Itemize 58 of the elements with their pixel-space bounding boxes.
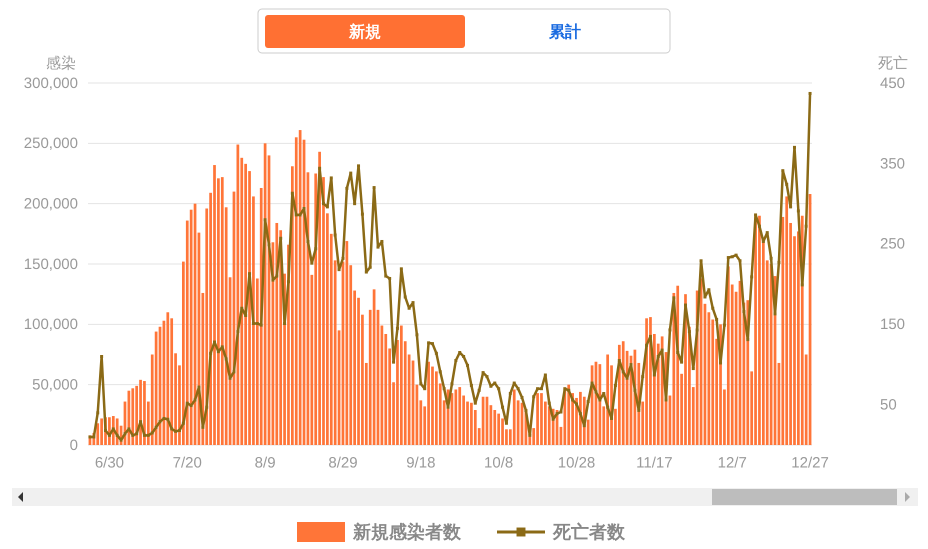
- x-tick-label: 9/18: [406, 454, 436, 472]
- bar: [486, 396, 488, 445]
- bar: [194, 204, 196, 445]
- x-tick-label: 11/17: [636, 454, 673, 472]
- y-tick-label: 50,000: [32, 376, 78, 394]
- x-tick-label: 12/7: [718, 454, 747, 472]
- bar: [785, 196, 788, 445]
- y2-tick-label: 450: [880, 74, 906, 92]
- x-tick-label: 12/27: [791, 454, 829, 472]
- bar: [400, 326, 403, 445]
- bar: [520, 402, 524, 445]
- legend-label: 新規感染者数: [352, 522, 462, 542]
- y2-axis-title: 死亡: [878, 55, 908, 72]
- bar: [536, 393, 539, 445]
- y-tick-label: 250,000: [24, 135, 78, 152]
- bar: [220, 177, 224, 445]
- y-tick-label: 150,000: [24, 256, 78, 273]
- y-tick-label: 0: [70, 436, 78, 454]
- bar: [427, 362, 430, 445]
- bar: [497, 414, 500, 445]
- bar: [470, 402, 473, 445]
- bar: [372, 289, 376, 445]
- text: 新規: [348, 23, 381, 41]
- bar: [482, 396, 484, 445]
- y-tick-label: 200,000: [24, 195, 78, 212]
- text: 累計: [548, 23, 581, 41]
- y2-tick-label: 50: [880, 396, 897, 414]
- y-tick-label: 300,000: [24, 74, 78, 92]
- bar: [594, 362, 598, 445]
- bar: [738, 280, 742, 445]
- x-tick-label: 8/29: [328, 454, 358, 472]
- x-tick-label: 7/20: [172, 454, 202, 472]
- bar: [450, 393, 454, 445]
- legend-label: 死亡者数: [552, 522, 626, 542]
- bar: [143, 381, 146, 445]
- bar: [758, 216, 761, 445]
- bar: [275, 222, 278, 445]
- bar: [345, 241, 348, 445]
- y2-tick-label: 250: [880, 236, 906, 253]
- x-tick-label: 8/9: [254, 454, 276, 472]
- y-tick-label: 100,000: [24, 316, 78, 334]
- bar: [298, 130, 302, 445]
- bar: [454, 389, 458, 445]
- bar: [700, 278, 702, 445]
- bar: [100, 418, 103, 445]
- bar: [540, 393, 543, 445]
- y2-tick-label: 350: [880, 155, 906, 172]
- bar: [458, 387, 462, 445]
- bar: [808, 194, 812, 445]
- bar: [512, 389, 516, 445]
- x-tick-label: 6/30: [94, 454, 124, 472]
- bar: [166, 312, 170, 445]
- bar: [622, 341, 625, 445]
- y-axis-title: 感染: [46, 55, 76, 72]
- y2-tick-label: 150: [880, 316, 906, 334]
- x-tick-label: 10/28: [558, 454, 596, 472]
- x-tick-label: 10/8: [484, 454, 514, 472]
- bar: [213, 165, 216, 445]
